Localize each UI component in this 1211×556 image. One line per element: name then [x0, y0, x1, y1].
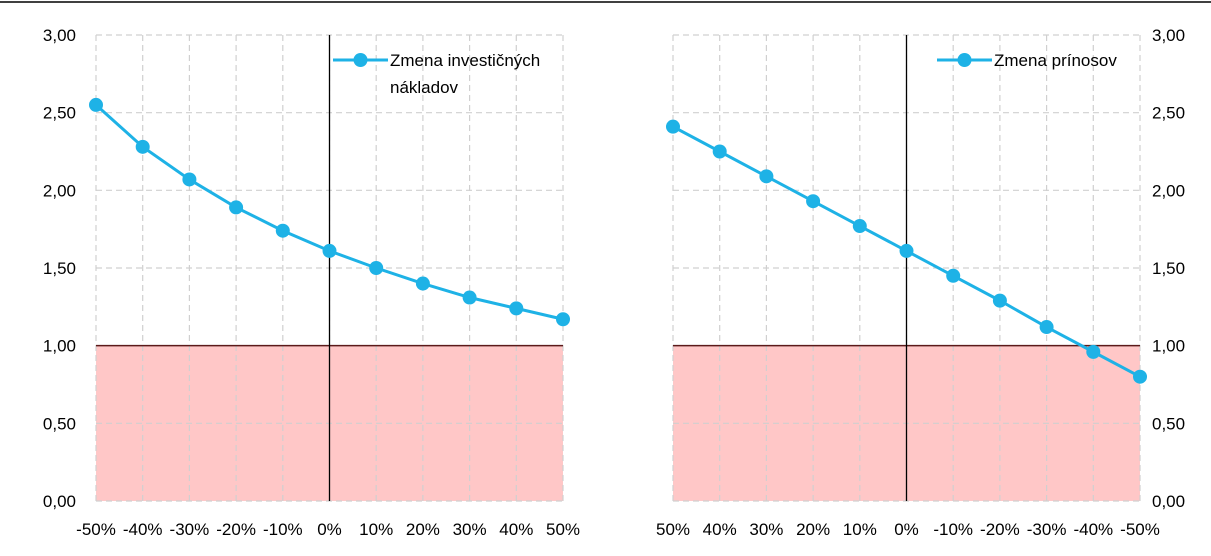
legend-marker [957, 53, 972, 67]
legend: Zmena prínosov [937, 51, 1117, 70]
x-tick-label: 50% [546, 520, 580, 539]
x-tick-label: -40% [1073, 520, 1113, 539]
y-tick-label: 2,00 [1152, 181, 1185, 200]
x-tick-label: -30% [170, 520, 210, 539]
y-tick-label: 1,00 [43, 337, 76, 356]
chart-investment-cost-change: 0,00 0,50 1,00 1,50 2,00 2,50 3,00 -50% -40% -30%… [43, 26, 580, 539]
x-tick-label: -20% [980, 520, 1020, 539]
data-point [1133, 369, 1147, 384]
y-tick-label: 2,00 [43, 181, 76, 200]
x-tick-label: 0% [894, 520, 919, 539]
x-tick-label: 20% [796, 520, 830, 539]
y-tick-label: 2,50 [43, 104, 76, 123]
y-tick-label: 1,00 [1152, 337, 1185, 356]
data-point [509, 301, 524, 316]
data-point [806, 194, 821, 209]
x-tick-label: 40% [499, 520, 533, 539]
x-tick-label: -20% [216, 520, 256, 539]
legend: Zmena investičných nákladov [333, 51, 540, 97]
y-tick-label: 0,00 [1152, 492, 1185, 511]
data-point [369, 261, 384, 275]
data-point [852, 219, 867, 234]
y-tick-label: 1,50 [1152, 259, 1185, 278]
data-point [899, 243, 914, 258]
y-tick-label: 3,00 [43, 26, 76, 45]
data-point [946, 268, 961, 283]
data-point [229, 200, 244, 215]
x-tick-label: -30% [1027, 520, 1067, 539]
data-point [322, 243, 337, 258]
y-tick-label: 0,50 [1152, 414, 1185, 433]
x-tick-label: 40% [703, 520, 737, 539]
x-tick-label: 10% [843, 520, 877, 539]
chart-benefit-change: 0,00 0,50 1,00 1,50 2,00 2,50 3,00 50% 40% 30% 20%… [656, 26, 1185, 539]
x-tick-label: 30% [749, 520, 783, 539]
x-tick-label: -10% [263, 520, 303, 539]
legend-label: Zmena prínosov [994, 51, 1117, 70]
x-tick-label: 0% [317, 520, 342, 539]
data-point [462, 290, 477, 305]
data-point [992, 293, 1007, 308]
x-tick-label: -50% [1120, 520, 1160, 539]
y-tick-label: 0,50 [43, 414, 76, 433]
data-point [712, 144, 727, 159]
data-point [275, 223, 290, 238]
y-tick-label: 3,00 [1152, 26, 1185, 45]
data-point [182, 172, 197, 187]
legend-label: nákladov [390, 78, 459, 97]
legend-marker [353, 53, 368, 67]
x-tick-label: -50% [76, 520, 116, 539]
x-tick-label: 20% [406, 520, 440, 539]
legend-label: Zmena investičných [390, 51, 540, 70]
data-point [556, 312, 570, 327]
y-tick-label: 1,50 [43, 259, 76, 278]
x-tick-label: -40% [123, 520, 163, 539]
x-tick-label: -10% [933, 520, 973, 539]
y-tick-label: 0,00 [43, 492, 76, 511]
data-point [135, 139, 150, 154]
data-point [1086, 344, 1101, 359]
y-tick-label: 2,50 [1152, 104, 1185, 123]
data-point [1039, 320, 1054, 335]
x-tick-label: 50% [656, 520, 690, 539]
data-point [89, 97, 103, 112]
x-tick-label: 30% [453, 520, 487, 539]
data-point [759, 169, 774, 184]
data-point [415, 276, 430, 291]
x-tick-label: 10% [359, 520, 393, 539]
data-point [666, 119, 680, 134]
